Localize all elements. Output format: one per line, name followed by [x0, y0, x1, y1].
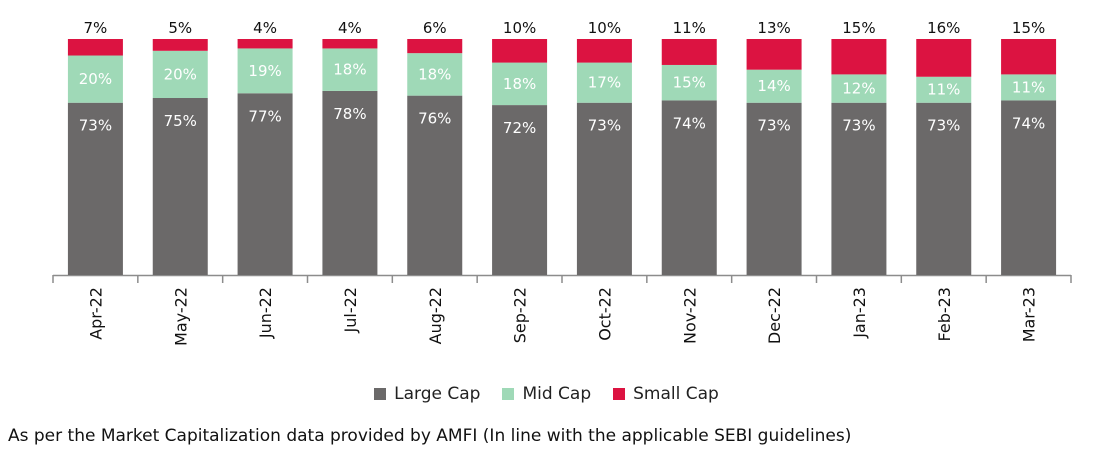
- bar-segment-small-cap-aug-22: [407, 39, 463, 54]
- legend-label-small-cap: Small Cap: [633, 384, 719, 404]
- chart-legend: Large Cap Mid Cap Small Cap: [0, 380, 1093, 408]
- x-tick-label-oct-22: Oct-22: [595, 287, 614, 341]
- bar-segment-small-cap-jun-22: [237, 39, 293, 49]
- bar-segment-large-cap-may-22: [152, 98, 208, 275]
- legend-swatch-large-cap: [374, 388, 387, 400]
- data-label-small-cap-nov-22: 11%: [673, 19, 706, 37]
- x-tick-label-apr-22: Apr-22: [86, 287, 105, 340]
- x-tick-label-dec-22: Dec-22: [765, 287, 784, 344]
- data-label-small-cap-jan-23: 15%: [842, 19, 875, 37]
- data-label-mid-cap-nov-22: 15%: [673, 74, 706, 92]
- data-label-large-cap-nov-22: 74%: [673, 114, 706, 132]
- data-label-small-cap-apr-22: 7%: [84, 19, 108, 37]
- data-label-small-cap-oct-22: 10%: [588, 19, 621, 37]
- bar-segment-mid-cap-oct-22: [576, 62, 632, 103]
- bar-segment-small-cap-nov-22: [661, 39, 717, 65]
- bar-segment-small-cap-sep-22: [492, 39, 548, 63]
- legend-swatch-small-cap: [613, 388, 626, 400]
- data-label-small-cap-mar-23: 15%: [1012, 19, 1045, 37]
- bar-segment-mid-cap-mar-23: [1001, 74, 1057, 101]
- data-label-mid-cap-jun-22: 19%: [248, 62, 281, 80]
- bar-segment-small-cap-jul-22: [322, 39, 378, 49]
- legend-swatch-mid-cap: [502, 388, 515, 400]
- bar-segment-large-cap-jul-22: [322, 90, 378, 275]
- bar-segment-large-cap-mar-23: [1001, 100, 1057, 275]
- data-label-mid-cap-apr-22: 20%: [79, 70, 112, 88]
- data-label-large-cap-jan-23: 73%: [842, 117, 875, 135]
- data-label-large-cap-jun-22: 77%: [248, 107, 281, 125]
- x-tick-label-mar-23: Mar-23: [1020, 287, 1039, 342]
- data-label-large-cap-aug-22: 76%: [418, 110, 451, 128]
- data-label-small-cap-dec-22: 13%: [757, 19, 790, 37]
- bar-segment-mid-cap-jul-22: [322, 48, 378, 91]
- data-label-small-cap-jun-22: 4%: [253, 19, 277, 37]
- bar-segment-large-cap-apr-22: [67, 102, 123, 275]
- data-label-small-cap-feb-23: 16%: [927, 19, 960, 37]
- data-label-large-cap-feb-23: 73%: [927, 117, 960, 135]
- data-label-small-cap-jul-22: 4%: [338, 19, 362, 37]
- bar-segment-large-cap-jan-23: [831, 102, 887, 275]
- bar-segment-small-cap-apr-22: [67, 39, 123, 56]
- bar-segment-mid-cap-nov-22: [661, 64, 717, 101]
- x-tick-label-jun-22: Jun-22: [256, 287, 275, 339]
- bar-segment-small-cap-jan-23: [831, 39, 887, 75]
- bar-segment-mid-cap-dec-22: [746, 69, 802, 103]
- bar-segment-small-cap-oct-22: [576, 39, 632, 63]
- data-label-small-cap-may-22: 5%: [168, 19, 192, 37]
- x-tick-label-aug-22: Aug-22: [426, 287, 445, 344]
- data-label-large-cap-sep-22: 72%: [503, 119, 536, 137]
- bar-segment-small-cap-dec-22: [746, 39, 802, 70]
- x-tick-label-jul-22: Jul-22: [341, 287, 360, 333]
- x-tick-label-may-22: May-22: [171, 287, 190, 346]
- bar-segment-mid-cap-apr-22: [67, 55, 123, 103]
- legend-label-mid-cap: Mid Cap: [522, 384, 592, 404]
- data-label-mid-cap-aug-22: 18%: [418, 65, 451, 83]
- data-label-mid-cap-sep-22: 18%: [503, 75, 536, 93]
- legend-item-mid-cap: Mid Cap: [502, 384, 591, 404]
- bar-segment-mid-cap-jan-23: [831, 74, 887, 103]
- data-label-mid-cap-dec-22: 14%: [757, 77, 790, 95]
- bar-segment-mid-cap-sep-22: [492, 62, 548, 106]
- bar-segment-mid-cap-jun-22: [237, 48, 293, 94]
- bar-segment-small-cap-feb-23: [916, 39, 972, 77]
- legend-item-large-cap: Large Cap: [374, 384, 480, 404]
- legend-label-large-cap: Large Cap: [394, 384, 481, 404]
- bar-segment-small-cap-may-22: [152, 39, 208, 51]
- stacked-bar-chart: 73% 20% 7% Apr-22 75% 20% 5% May-22 77% 19% 4% Jun-…: [52, 19, 1072, 346]
- bar-segment-large-cap-feb-23: [916, 102, 972, 275]
- bar-segment-mid-cap-may-22: [152, 50, 208, 98]
- data-label-large-cap-apr-22: 73%: [79, 117, 112, 135]
- data-label-mid-cap-mar-23: 11%: [1012, 78, 1045, 96]
- bar-segment-mid-cap-aug-22: [407, 53, 463, 96]
- data-label-mid-cap-jan-23: 12%: [842, 80, 875, 98]
- data-label-large-cap-mar-23: 74%: [1012, 114, 1045, 132]
- footnote: As per the Market Capitalization data pr…: [8, 426, 852, 446]
- legend-item-small-cap: Small Cap: [613, 384, 719, 404]
- bar-segment-small-cap-mar-23: [1001, 39, 1057, 75]
- x-tick-label-nov-22: Nov-22: [680, 287, 699, 344]
- x-tick-label-sep-22: Sep-22: [511, 287, 530, 343]
- bar-segment-large-cap-sep-22: [492, 105, 548, 275]
- data-label-small-cap-sep-22: 10%: [503, 19, 536, 37]
- bar-segment-large-cap-dec-22: [746, 102, 802, 275]
- bar-segment-large-cap-nov-22: [661, 100, 717, 275]
- data-label-large-cap-may-22: 75%: [164, 112, 197, 130]
- bar-segment-large-cap-jun-22: [237, 93, 293, 275]
- data-label-mid-cap-may-22: 20%: [164, 65, 197, 83]
- data-label-small-cap-aug-22: 6%: [423, 19, 447, 37]
- x-tick-label-jan-23: Jan-23: [850, 287, 869, 339]
- data-label-large-cap-jul-22: 78%: [333, 105, 366, 123]
- data-label-large-cap-oct-22: 73%: [588, 117, 621, 135]
- data-label-mid-cap-oct-22: 17%: [588, 74, 621, 92]
- bar-segment-large-cap-oct-22: [576, 102, 632, 275]
- x-tick-label-feb-23: Feb-23: [935, 287, 954, 341]
- bar-segment-mid-cap-feb-23: [916, 76, 972, 103]
- data-label-large-cap-dec-22: 73%: [757, 117, 790, 135]
- data-label-mid-cap-jul-22: 18%: [333, 61, 366, 79]
- bar-segment-large-cap-aug-22: [407, 95, 463, 275]
- data-label-mid-cap-feb-23: 11%: [927, 81, 960, 99]
